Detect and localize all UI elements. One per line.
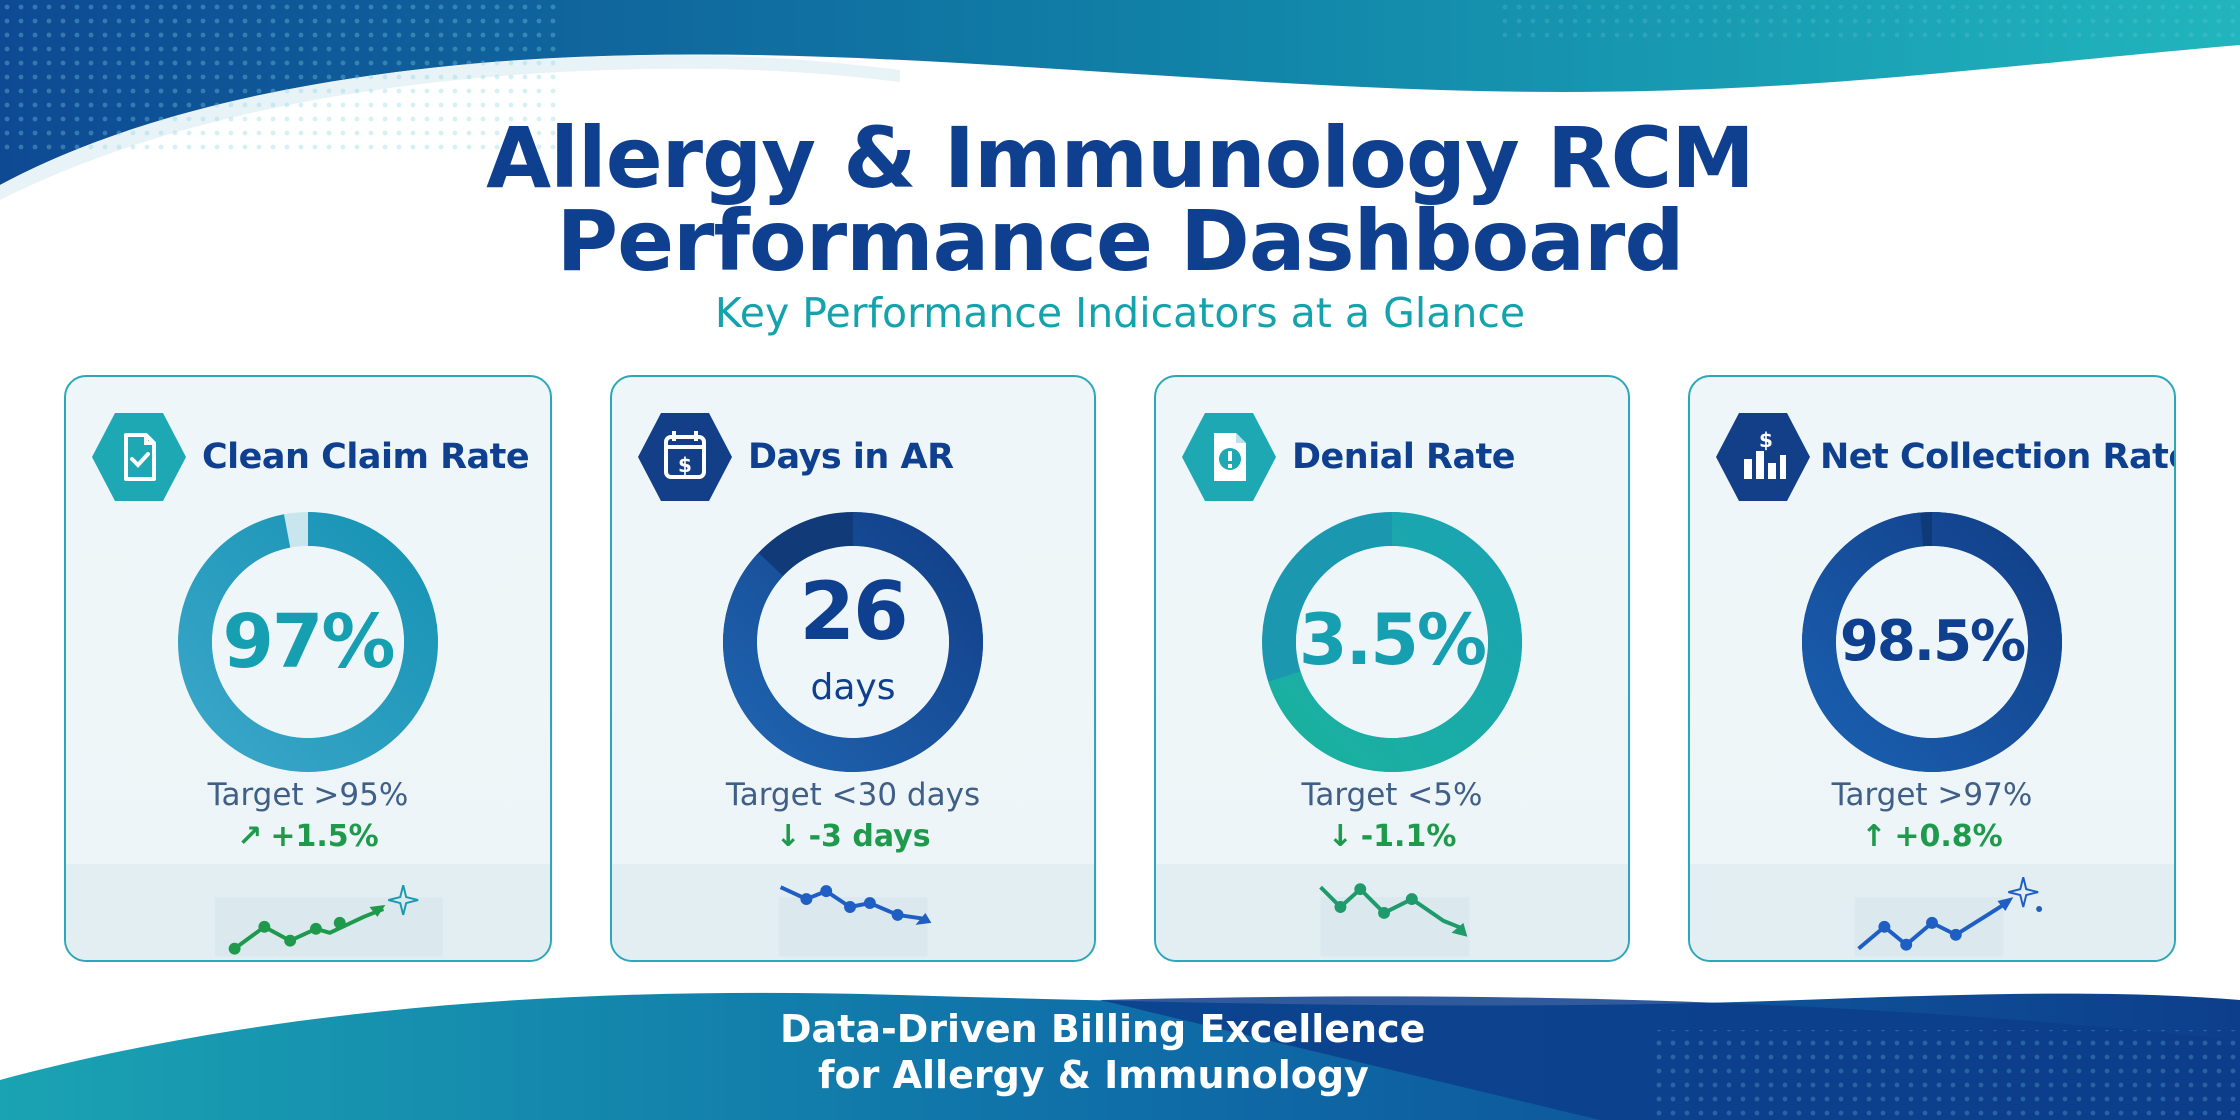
trend-sparkline	[778, 885, 932, 957]
card-title: Net Collection Rate	[1820, 437, 2176, 477]
trend-down-icon: ↓	[1327, 819, 1353, 854]
trend-sparkline	[1854, 877, 2043, 957]
card-header: $ Net Collection Rate	[1714, 407, 2176, 507]
kpi-value: 97%	[222, 599, 395, 685]
kpi-target: Target >97%	[1831, 777, 2033, 813]
trend-sparkline	[1319, 883, 1470, 957]
trend-sparkline	[214, 884, 443, 957]
kpi-change-value: +0.8%	[1894, 819, 2003, 854]
calendar-dollar-icon: $	[638, 413, 732, 501]
kpi-change: ↓ -3 days	[612, 819, 1094, 854]
card-header: Clean Claim Rate	[90, 407, 530, 507]
card-title: Days in AR	[748, 437, 954, 477]
trend-up-icon: ↑	[1861, 819, 1887, 854]
bar-chart-dollar-icon: $	[1716, 413, 1810, 501]
kpi-value: 26	[799, 565, 908, 658]
kpi-change-value: +1.5%	[270, 819, 379, 854]
kpi-value: 3.5%	[1298, 599, 1487, 681]
progress-ring	[723, 512, 983, 772]
kpi-card-days-in-ar[interactable]: $ Days in AR 26 days Target <30 days ↓ -3…	[610, 375, 1096, 962]
kpi-card-net-collection-rate[interactable]: $ Net Collection Rate 98.5% Target >97% …	[1688, 375, 2176, 962]
kpi-change-value: -3 days	[808, 819, 931, 854]
trend-up-icon: ↗	[237, 819, 263, 854]
kpi-change: ↑ +0.8%	[1690, 819, 2174, 854]
page-title-line2: Performance Dashboard	[556, 192, 1685, 290]
svg-text:$: $	[678, 453, 692, 477]
kpi-target: Target <5%	[1301, 777, 1483, 813]
kpi-change: ↗ +1.5%	[66, 819, 550, 854]
kpi-change-value: -1.1%	[1360, 819, 1457, 854]
kpi-target: Target >95%	[207, 777, 409, 813]
card-title: Clean Claim Rate	[202, 437, 530, 477]
kpi-value: 98.5%	[1839, 609, 2026, 674]
document-check-icon	[92, 413, 186, 501]
kpi-card-denial-rate[interactable]: Denial Rate 3.5% Target <5% ↓ -1.1%	[1154, 375, 1630, 962]
kpi-card-clean-claim-rate[interactable]: Clean Claim Rate 97% Target >95% ↗ +1.5%	[64, 375, 552, 962]
document-alert-icon	[1182, 413, 1276, 501]
progress-ring	[1262, 512, 1522, 772]
kpi-target: Target <30 days	[725, 777, 981, 813]
card-header: Denial Rate	[1180, 407, 1516, 507]
progress-ring	[1802, 512, 2062, 772]
svg-text:$: $	[1759, 428, 1773, 452]
card-title: Denial Rate	[1292, 437, 1516, 477]
footer-line2: for Allergy & Immunology	[818, 1053, 1369, 1097]
page-title-line1: Allergy & Immunology RCM	[486, 109, 1755, 207]
progress-ring	[178, 512, 438, 772]
card-header: $ Days in AR	[636, 407, 954, 507]
page-subtitle: Key Performance Indicators at a Glance	[714, 289, 1526, 337]
trend-down-icon: ↓	[775, 819, 801, 854]
kpi-unit: days	[810, 667, 896, 708]
footer-tagline: Data-Driven Billing Excellence for Aller…	[780, 1006, 1500, 1098]
footer-line1: Data-Driven Billing Excellence	[780, 1007, 1426, 1051]
kpi-change: ↓ -1.1%	[1156, 819, 1628, 854]
